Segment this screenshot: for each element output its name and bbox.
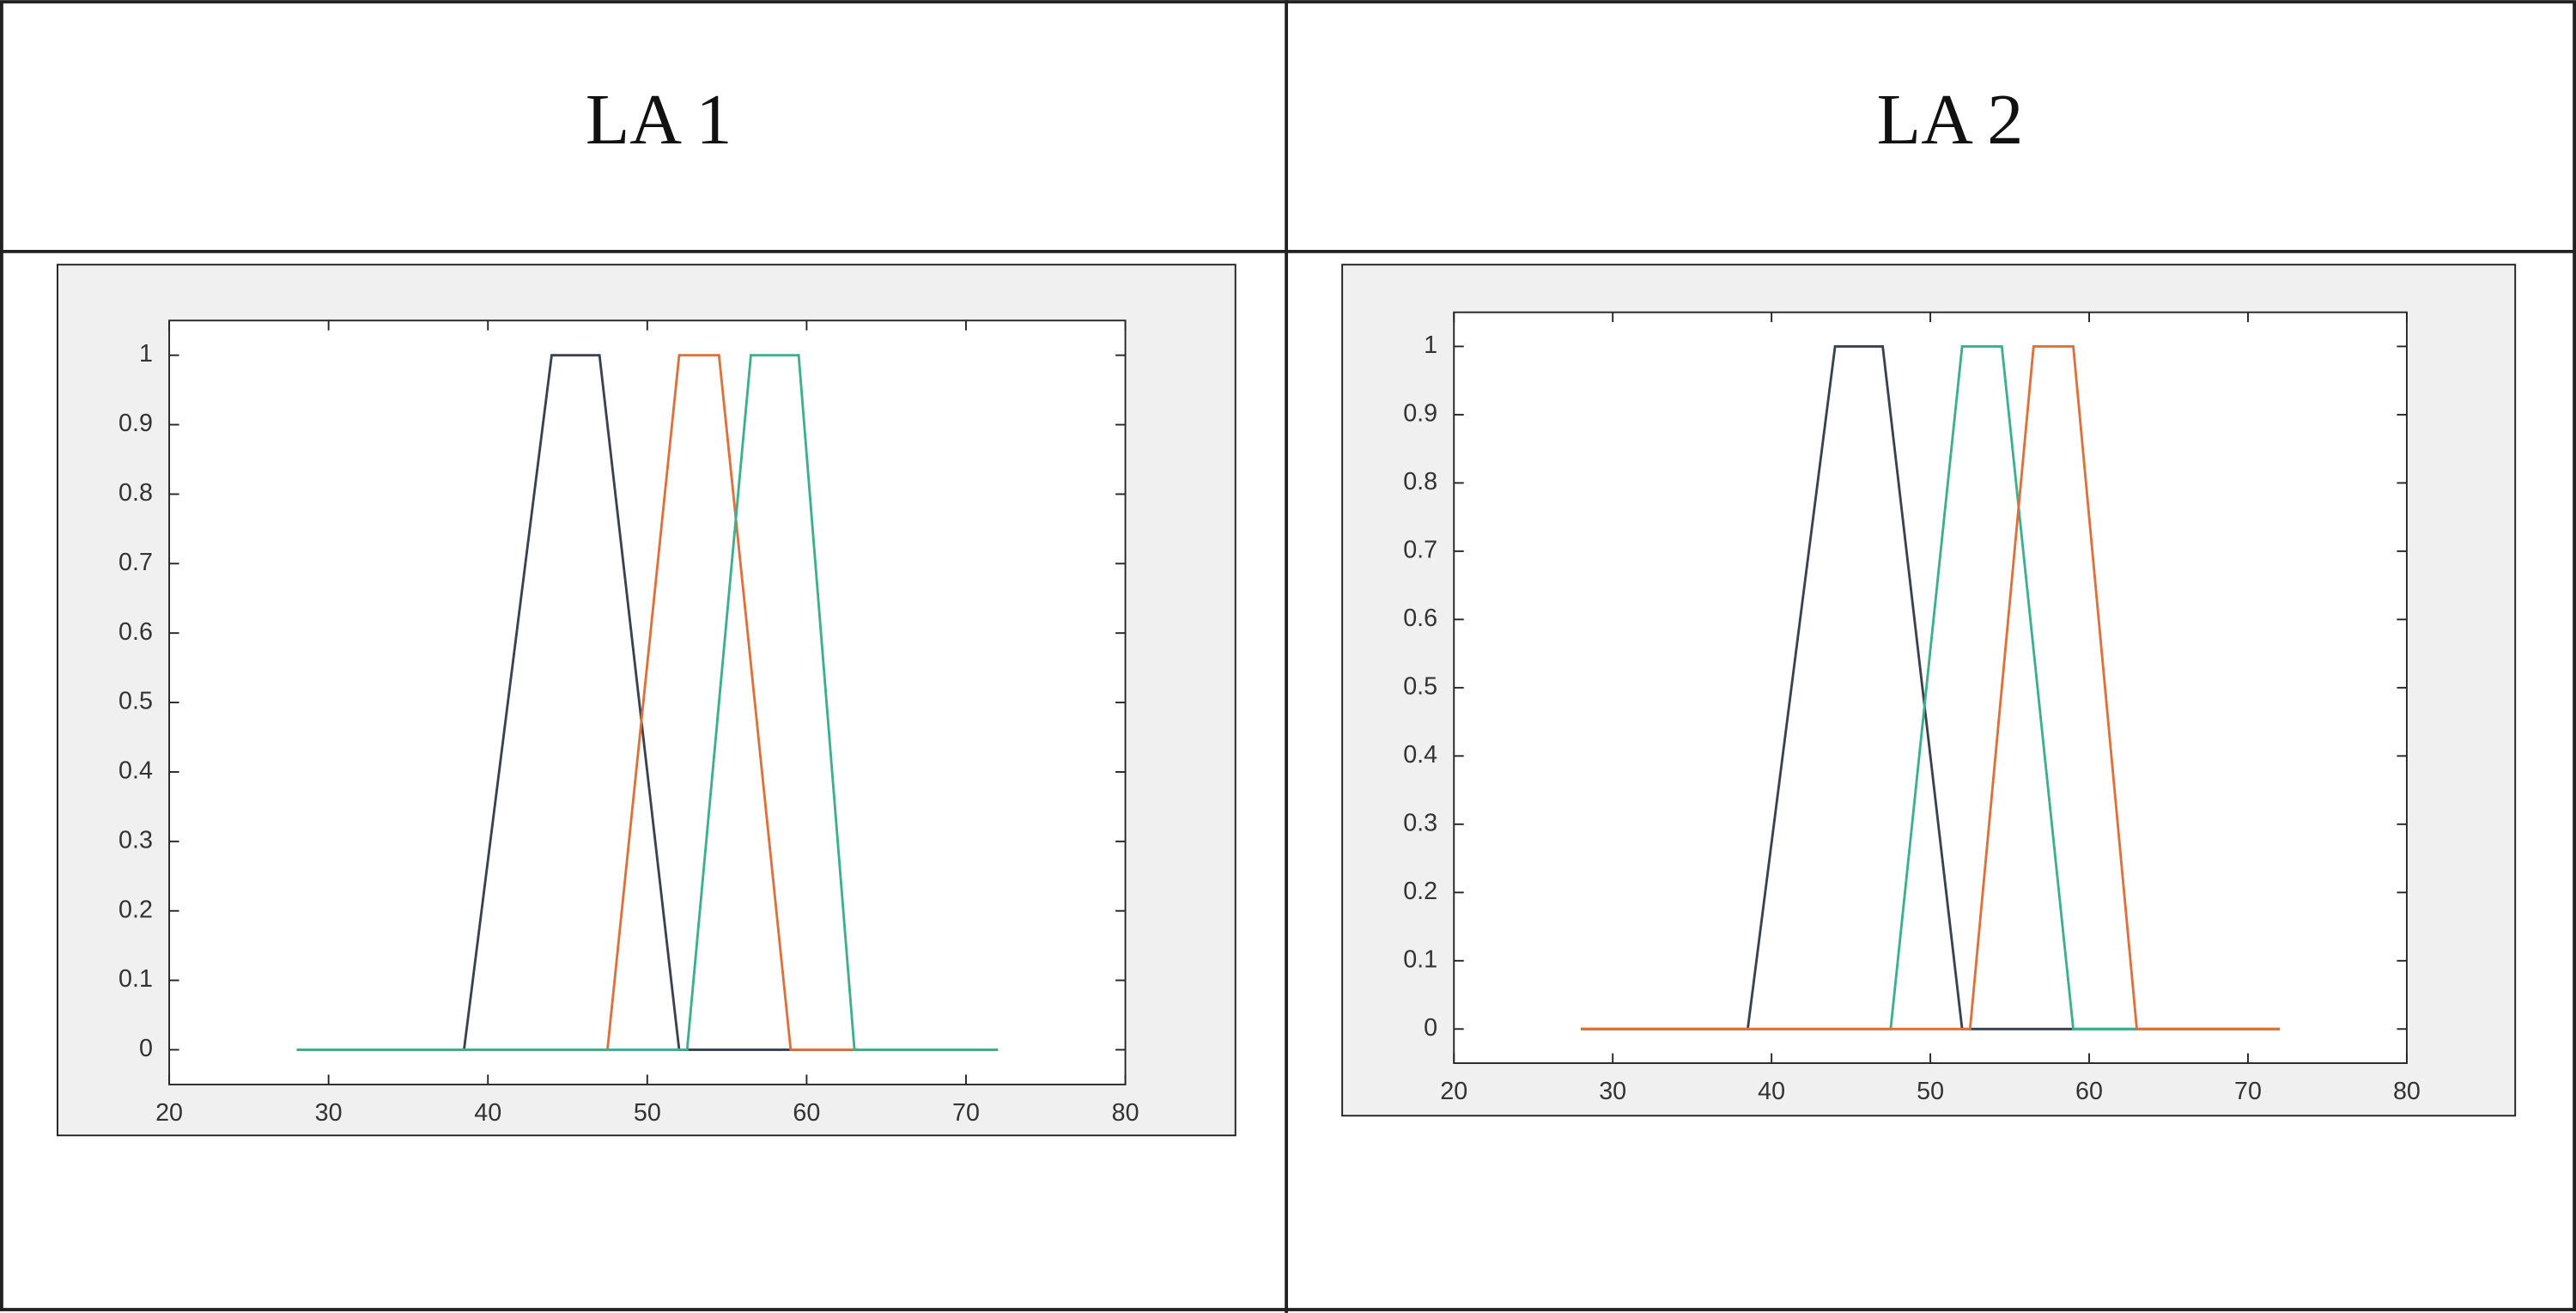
y-tick-label: 0.4 [118,757,153,785]
y-tick-label: 0 [1424,1014,1437,1042]
x-tick-label: 80 [1112,1099,1139,1127]
y-tick-label: 0.3 [1403,809,1437,836]
column-header: LA 1 [586,80,732,160]
x-tick-label: 70 [952,1099,980,1127]
y-tick-label: 0.2 [1403,878,1437,905]
y-tick-label: 0 [139,1035,153,1062]
y-tick-label: 0.5 [118,688,153,715]
y-tick-label: 0.7 [118,549,153,576]
y-tick-label: 0.6 [1403,605,1437,632]
x-tick-label: 20 [1440,1078,1467,1105]
y-tick-label: 1 [1424,331,1437,359]
y-tick-label: 0.9 [118,410,153,437]
x-tick-label: 70 [2234,1078,2262,1105]
y-tick-label: 0.5 [1403,672,1437,700]
y-tick-label: 0.1 [1403,945,1437,973]
x-tick-label: 40 [474,1099,501,1127]
x-tick-label: 80 [2393,1078,2421,1105]
x-tick-label: 50 [634,1099,661,1127]
x-tick-label: 30 [315,1099,343,1127]
y-tick-label: 0.9 [1403,399,1437,427]
x-tick-label: 50 [1917,1078,1944,1105]
y-tick-label: 0.3 [118,826,153,854]
y-tick-label: 0.8 [1403,468,1437,495]
column-header: LA 2 [1877,80,2024,160]
plot-area [1453,311,2408,1064]
x-tick-label: 40 [1758,1078,1785,1105]
x-tick-label: 60 [793,1099,820,1127]
y-tick-label: 0.6 [118,618,153,646]
y-tick-label: 0.4 [1403,741,1437,769]
y-tick-label: 0.1 [118,965,153,993]
plot-area [168,319,1127,1085]
x-tick-label: 20 [155,1099,183,1127]
x-tick-label: 30 [1599,1078,1626,1105]
y-tick-label: 0.2 [118,896,153,923]
y-tick-label: 0.7 [1403,536,1437,563]
series-line [296,354,999,1051]
series-line [1581,344,2280,1030]
y-tick-label: 0.8 [118,479,153,507]
x-tick-label: 60 [2075,1078,2103,1105]
y-tick-label: 1 [139,340,153,368]
